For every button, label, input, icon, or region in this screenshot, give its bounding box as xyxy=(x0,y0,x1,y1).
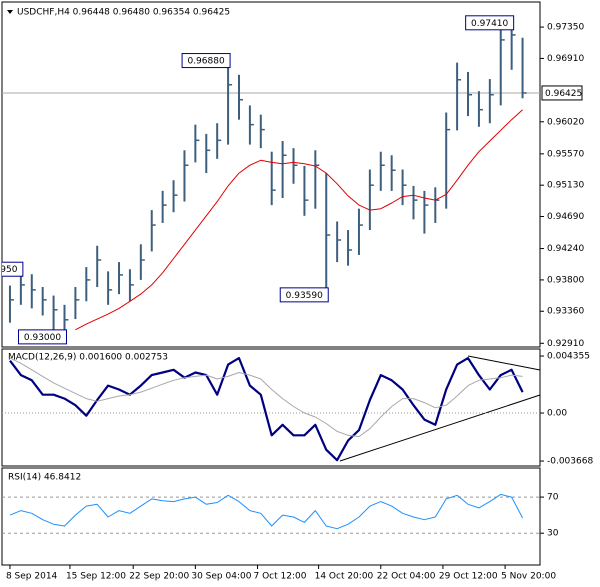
moving-average xyxy=(75,109,523,331)
y-tick-label: 0.95130 xyxy=(547,181,584,191)
annotation-box xyxy=(2,261,24,277)
rsi-title: RSI(14) 46.8412 xyxy=(8,473,81,483)
y-tick-label: 0.94690 xyxy=(547,212,584,222)
x-tick-label: 22 Oct 04:00 xyxy=(377,572,436,582)
y-tick-label: 0.00 xyxy=(547,409,567,419)
x-tick-label: 14 Oct 20:00 xyxy=(315,572,374,582)
current-price-box xyxy=(541,85,583,101)
annotation-label: 0.96880 xyxy=(187,57,224,67)
annotation-box xyxy=(279,287,329,303)
annotation-label: 0.97410 xyxy=(471,19,508,29)
x-tick-label: 22 Sep 20:00 xyxy=(129,572,189,582)
y-tick-label: 0.93800 xyxy=(547,275,584,285)
y-tick-label: 70 xyxy=(547,493,559,503)
x-tick-label: 8 Sep 2014 xyxy=(6,572,58,582)
trend-line xyxy=(467,355,541,371)
y-tick-label: 0.94240 xyxy=(547,244,584,254)
y-tick-label: 30 xyxy=(547,529,559,539)
annotation-label: 0.93000 xyxy=(24,333,61,343)
macd-title: MACD(12,26,9) 0.001600 0.002753 xyxy=(8,353,168,363)
current-price-label: 0.96425 xyxy=(545,89,582,99)
x-tick-label: 30 Sep 04:00 xyxy=(191,572,251,582)
annotation-label: 0.93950 xyxy=(0,265,18,275)
y-tick-label: 0.92910 xyxy=(547,339,584,349)
indicator-line xyxy=(9,357,524,462)
y-tick-label: 0.004355 xyxy=(547,352,590,362)
x-tick-label: 7 Oct 12:00 xyxy=(254,572,307,582)
annotation-label: 0.93590 xyxy=(286,291,323,301)
rsi-panel xyxy=(1,467,541,566)
annotation-box xyxy=(17,329,67,345)
y-tick-label: -0.003668 xyxy=(547,457,593,467)
x-tick-label: 15 Sep 12:00 xyxy=(66,572,126,582)
y-tick-label: 0.97350 xyxy=(547,23,584,33)
main-panel xyxy=(1,1,541,348)
x-tick-label: 29 Oct 12:00 xyxy=(439,572,498,582)
y-tick-label: 0.95570 xyxy=(547,149,584,159)
trend-line xyxy=(339,394,541,462)
macd-panel xyxy=(1,348,541,467)
indicator-line xyxy=(9,357,523,438)
x-tick-label: 5 Nov 20:00 xyxy=(501,572,556,582)
indicator-line xyxy=(9,493,524,530)
annotation-box xyxy=(181,53,231,69)
y-tick-label: 0.96020 xyxy=(547,117,584,127)
menu-arrow xyxy=(7,10,13,14)
annotation-box xyxy=(465,15,515,31)
y-tick-label: 0.93360 xyxy=(547,307,584,317)
y-tick-label: 0.96910 xyxy=(547,54,584,64)
main-title: USDCHF,H4 0.96448 0.96480 0.96354 0.9642… xyxy=(17,8,230,18)
